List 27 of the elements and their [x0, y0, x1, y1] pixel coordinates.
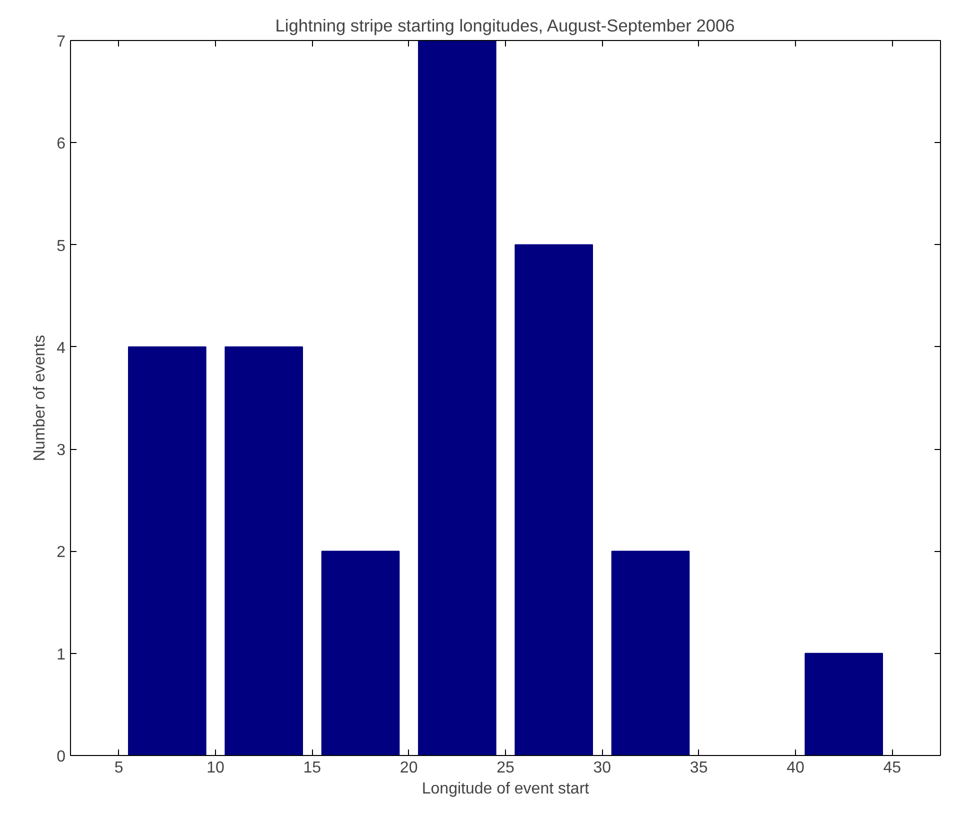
- bar: [514, 244, 593, 756]
- bar: [321, 550, 400, 756]
- bar: [128, 346, 206, 756]
- x-axis-title: Longitude of event start: [422, 780, 590, 798]
- bar: [611, 550, 690, 756]
- x-tick-label: 5: [114, 760, 124, 776]
- x-tick-label: 40: [786, 760, 804, 776]
- y-tick-label: 4: [56, 340, 66, 357]
- x-tick-label: 30: [593, 760, 612, 776]
- y-tick-label: 5: [56, 238, 66, 255]
- y-axis-title: Number of events: [32, 334, 49, 462]
- x-tick-label: 45: [883, 760, 902, 776]
- bar: [418, 40, 496, 756]
- y-tick-label: 3: [56, 442, 66, 460]
- x-tick-label: 35: [690, 760, 708, 776]
- x-tick-label: 20: [400, 760, 418, 776]
- y-tick-label: 2: [56, 544, 66, 562]
- x-tick-label: 15: [303, 760, 322, 776]
- x-tick-label: 10: [206, 760, 224, 776]
- x-tick-label: 25: [496, 760, 514, 776]
- y-tick-label: 7: [56, 34, 66, 50]
- chart-title: Lightning stripe starting longitudes, August-September 2006: [275, 16, 735, 36]
- bar: [804, 652, 883, 756]
- y-tick-label: 0: [56, 748, 66, 766]
- y-tick-label: 6: [56, 136, 66, 153]
- bar: [224, 346, 303, 756]
- y-tick-label: 1: [56, 646, 66, 664]
